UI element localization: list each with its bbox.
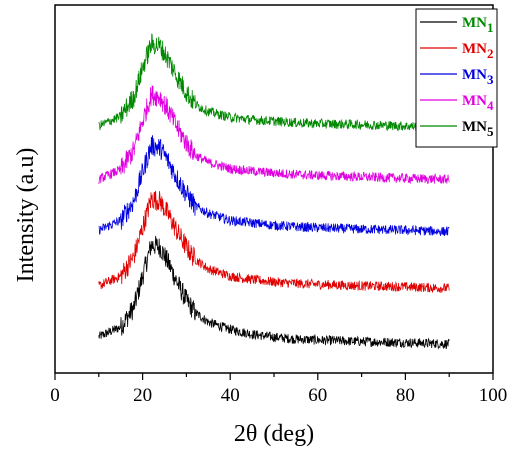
legend-label-mn4: MN4 bbox=[462, 93, 494, 113]
legend-label-mn1: MN1 bbox=[462, 15, 494, 35]
series-line-mn1 bbox=[98, 235, 450, 350]
legend-label-mn5: MN5 bbox=[462, 119, 494, 139]
series-line-mn4 bbox=[98, 85, 450, 185]
x-tick-label: 0 bbox=[50, 385, 60, 406]
x-tick-label: 80 bbox=[396, 385, 415, 406]
x-tick-label: 60 bbox=[308, 385, 327, 406]
legend: MN1 MN2 MN3 MN4 MN5 bbox=[415, 8, 498, 148]
legend-label-mn3: MN3 bbox=[462, 67, 494, 87]
x-tick-label: 20 bbox=[133, 385, 152, 406]
series-line-mn3 bbox=[98, 135, 450, 237]
x-tick-label: 100 bbox=[479, 385, 508, 406]
series-layer bbox=[98, 33, 450, 350]
y-axis-title: Intensity (a.u) bbox=[13, 148, 39, 283]
x-tick-label: 40 bbox=[221, 385, 240, 406]
legend-label-mn2: MN2 bbox=[462, 41, 494, 61]
series-line-mn5 bbox=[98, 33, 450, 132]
x-axis: 0 20 40 60 80 100 bbox=[50, 373, 507, 406]
series-line-mn2 bbox=[98, 190, 450, 294]
x-axis-title: 2θ (deg) bbox=[234, 421, 314, 447]
legend-box bbox=[415, 8, 498, 148]
